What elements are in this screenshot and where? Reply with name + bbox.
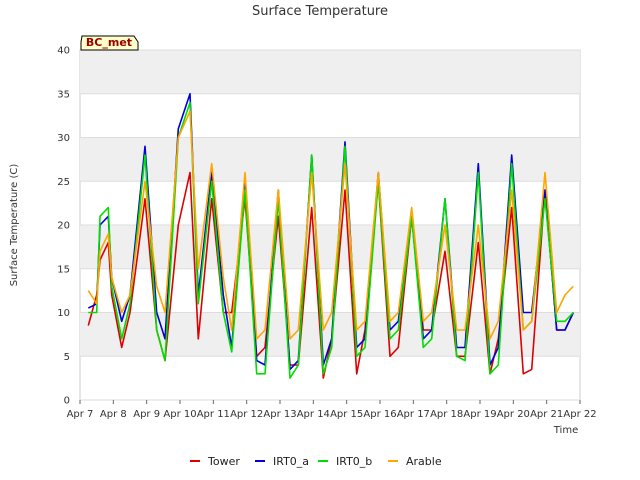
y-tick-label: 0 <box>64 396 70 407</box>
x-tick-label: Apr 22 <box>563 409 596 420</box>
series-lines <box>87 93 575 379</box>
x-tick-label: Apr 11 <box>197 409 230 420</box>
legend-label: Tower <box>207 455 240 468</box>
grid-band <box>80 137 580 182</box>
y-tick-label: 40 <box>57 46 70 57</box>
y-tick-label: 30 <box>57 133 70 144</box>
legend: Tower IRT0_a IRT0_b Arable <box>190 455 442 468</box>
x-tick-label: Apr 16 <box>363 409 396 420</box>
legend-label: IRT0_b <box>336 455 372 468</box>
x-axis: Apr 7 Apr 8 Apr 9 Apr 10 Apr 11 Apr 12 Apr 13 A… <box>67 400 597 420</box>
x-tick-label: Apr 7 <box>67 409 94 420</box>
y-tick-label: 15 <box>57 264 70 275</box>
grid-band <box>80 50 580 94</box>
x-tick-label: Apr 14 <box>297 409 330 420</box>
y-tick-label: 10 <box>57 308 70 319</box>
x-axis-title: Time <box>553 425 578 436</box>
grid-band <box>80 225 580 269</box>
annotation-tag: BC_met <box>80 35 139 51</box>
series-line-irt0_b <box>88 101 574 379</box>
chart-title: Surface Temperature <box>252 4 388 19</box>
y-tick-label: 25 <box>57 177 70 188</box>
y-tick-label: 20 <box>57 221 70 232</box>
legend-label: Arable <box>406 455 442 468</box>
x-tick-label: Apr 13 <box>263 409 296 420</box>
x-tick-label: Apr 20 <box>497 409 530 420</box>
legend-label: IRT0_a <box>273 455 309 468</box>
x-tick-label: Apr 21 <box>530 409 563 420</box>
x-tick-label: Apr 17 <box>397 409 430 420</box>
series-line-tower <box>87 171 575 379</box>
x-tick-label: Apr 8 <box>100 409 127 420</box>
y-axis-title: Surface Temperature (C) <box>9 164 20 287</box>
series-line-arable <box>87 110 574 340</box>
y-axis: 0 5 10 15 20 25 30 35 40 <box>57 46 70 407</box>
x-tick-label: Apr 15 <box>330 409 363 420</box>
annotation-label: BC_met <box>86 36 132 49</box>
x-tick-label: Apr 18 <box>430 409 463 420</box>
x-tick-label: Apr 19 <box>463 409 496 420</box>
y-tick-label: 35 <box>57 89 70 100</box>
x-tick-label: Apr 12 <box>230 409 263 420</box>
x-tick-label: Apr 9 <box>133 409 160 420</box>
x-tick-label: Apr 10 <box>163 409 196 420</box>
y-tick-label: 5 <box>64 352 70 363</box>
